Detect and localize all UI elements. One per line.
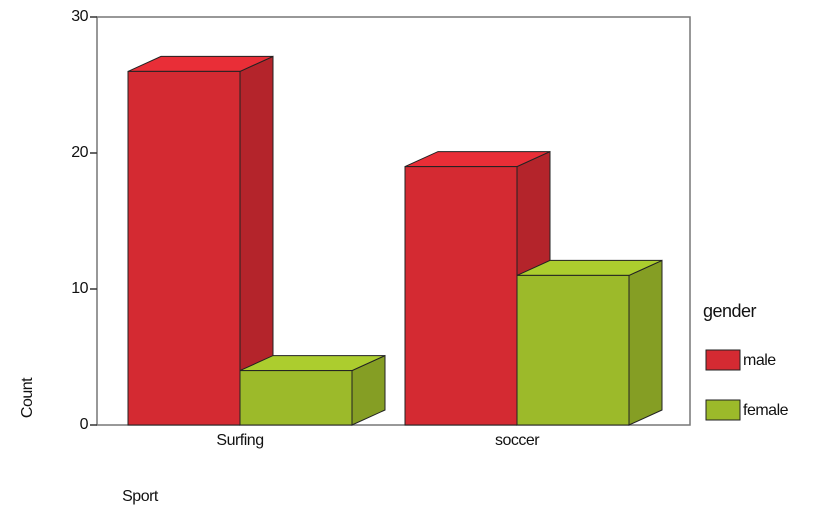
legend-label: female: [743, 402, 789, 419]
bar: [516, 259, 663, 426]
bar-side: [628, 259, 663, 426]
legend-label: male: [743, 352, 776, 369]
x-tick-label: Surfing: [216, 432, 263, 449]
bar-front: [239, 370, 353, 426]
x-tick-label: soccer: [495, 432, 540, 449]
bar: [127, 55, 274, 426]
y-axis-label: Count: [19, 377, 36, 418]
y-tick-label: 20: [71, 144, 88, 161]
y-tick-label: 10: [71, 280, 88, 297]
legend-swatch: [705, 399, 741, 421]
legend-swatch: [705, 349, 741, 371]
y-tick-label: 0: [80, 416, 89, 433]
bar-front: [516, 274, 630, 426]
bar-front: [127, 70, 241, 426]
bar-front: [404, 166, 518, 426]
y-tick-label: 30: [71, 8, 88, 25]
bar: [239, 354, 386, 426]
legend-title: gender: [703, 301, 757, 321]
plot-frame: [96, 16, 691, 426]
x-axis-label: Sport: [122, 488, 159, 505]
